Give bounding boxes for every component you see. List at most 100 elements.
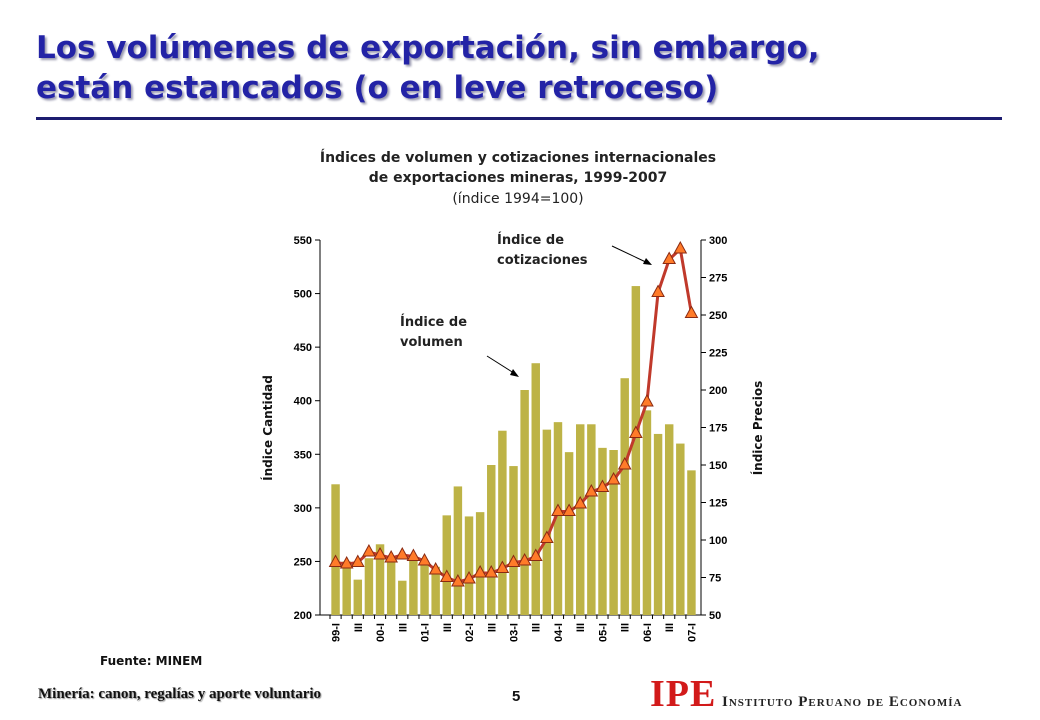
bar — [431, 566, 440, 615]
bar — [598, 447, 607, 615]
marker — [428, 561, 443, 575]
bar — [642, 410, 652, 615]
series-annotation: Índice de volumen — [400, 314, 467, 350]
marker — [417, 552, 432, 566]
marker — [551, 503, 565, 516]
marker — [528, 548, 543, 561]
page-number: 5 — [512, 688, 521, 705]
marker — [662, 251, 677, 264]
marker — [439, 569, 454, 582]
marker — [673, 240, 688, 254]
bar — [653, 433, 663, 615]
marker — [339, 555, 354, 569]
marker — [328, 554, 343, 567]
bar — [620, 378, 629, 615]
bar — [576, 424, 585, 615]
bar — [342, 561, 351, 615]
bar — [353, 579, 363, 615]
y-tick-label: 400 — [294, 396, 312, 408]
annotation-arrow — [611, 245, 651, 265]
marker — [462, 570, 476, 584]
bar — [409, 557, 418, 615]
annotation-line: volumen — [400, 335, 463, 350]
bar — [664, 424, 674, 615]
source-note: Fuente: MINEM — [100, 654, 202, 668]
x-tick-label: III — [442, 623, 454, 632]
x-tick-label: 00-I — [375, 623, 387, 642]
y-tick-label: 300 — [294, 503, 312, 515]
marker — [495, 560, 510, 573]
marker — [595, 479, 610, 492]
y2-tick-label: 100 — [709, 535, 727, 547]
y2-tick-label: 150 — [709, 460, 727, 472]
bar — [531, 363, 540, 615]
y-tick-label: 450 — [294, 342, 312, 354]
bar — [331, 484, 340, 615]
x-tick-label: III — [664, 623, 676, 632]
marker — [506, 554, 521, 567]
chart-subtitle: (índice 1994=100) — [452, 191, 583, 207]
logo-mark: IPE — [650, 673, 717, 715]
y-tick-label: 250 — [294, 556, 312, 568]
series-annotation: Índice de cotizaciones — [497, 232, 588, 268]
y2-tick-label: 75 — [709, 573, 721, 585]
marker — [640, 393, 654, 407]
marker — [606, 471, 621, 485]
y2-tick-label: 125 — [709, 498, 727, 510]
y-tick-label: 350 — [294, 449, 312, 461]
chart-title: de exportaciones mineras, 1999-2007 — [369, 170, 667, 186]
bar — [364, 558, 374, 615]
annotation-line: Índice de — [400, 314, 467, 330]
marker — [628, 425, 643, 438]
title-line: Los volúmenes de exportación, sin embarg… — [36, 30, 820, 66]
bar — [542, 429, 552, 615]
logo-name: Instituto Peruano de Economía — [722, 694, 963, 710]
bar — [375, 544, 385, 615]
footer-text: Minería: canon, regalías y aporte volunt… — [38, 686, 322, 702]
marker — [451, 573, 465, 587]
x-tick-label: III — [486, 623, 498, 632]
y2-tick-label: 50 — [709, 610, 721, 622]
y2-tick-label: 250 — [709, 310, 727, 322]
bar — [687, 470, 696, 615]
bar — [464, 516, 474, 615]
marker — [384, 549, 399, 563]
marker — [562, 503, 576, 516]
marker — [584, 483, 599, 497]
marker — [573, 495, 588, 509]
y2-tick-label: 225 — [709, 348, 727, 360]
x-tick-label: 07-I — [686, 623, 698, 642]
bar — [453, 486, 463, 615]
marker — [540, 530, 554, 543]
bar — [498, 430, 507, 615]
slide-title: Los volúmenes de exportación, sin embarg… — [36, 28, 820, 108]
y2-tick-label: 175 — [709, 423, 727, 435]
marker — [373, 546, 387, 560]
marker — [517, 552, 532, 566]
marker — [350, 554, 365, 567]
annotation-arrowhead — [643, 258, 652, 265]
x-tick-label: 04-I — [553, 623, 565, 642]
x-tick-label: 06-I — [642, 623, 654, 642]
x-tick-label: 01-I — [420, 623, 432, 642]
bar — [420, 560, 429, 615]
chart-title: Índices de volumen y cotizaciones intern… — [320, 149, 716, 166]
x-tick-label: 03-I — [509, 623, 521, 642]
bar — [520, 390, 529, 615]
bar — [676, 443, 685, 615]
marker — [484, 564, 499, 578]
marker — [395, 546, 410, 560]
y-tick-label: 550 — [294, 235, 312, 247]
marker — [617, 456, 632, 470]
annotation-arrowhead — [510, 369, 519, 377]
y-tick-label: 500 — [294, 289, 312, 301]
x-tick-label: III — [353, 623, 365, 632]
bar — [487, 465, 496, 615]
marker — [684, 305, 699, 318]
bar — [475, 512, 485, 615]
annotation-line: Índice de — [497, 232, 564, 248]
x-tick-label: III — [397, 623, 409, 632]
y-tick-label: 200 — [294, 610, 312, 622]
bar — [398, 580, 407, 615]
